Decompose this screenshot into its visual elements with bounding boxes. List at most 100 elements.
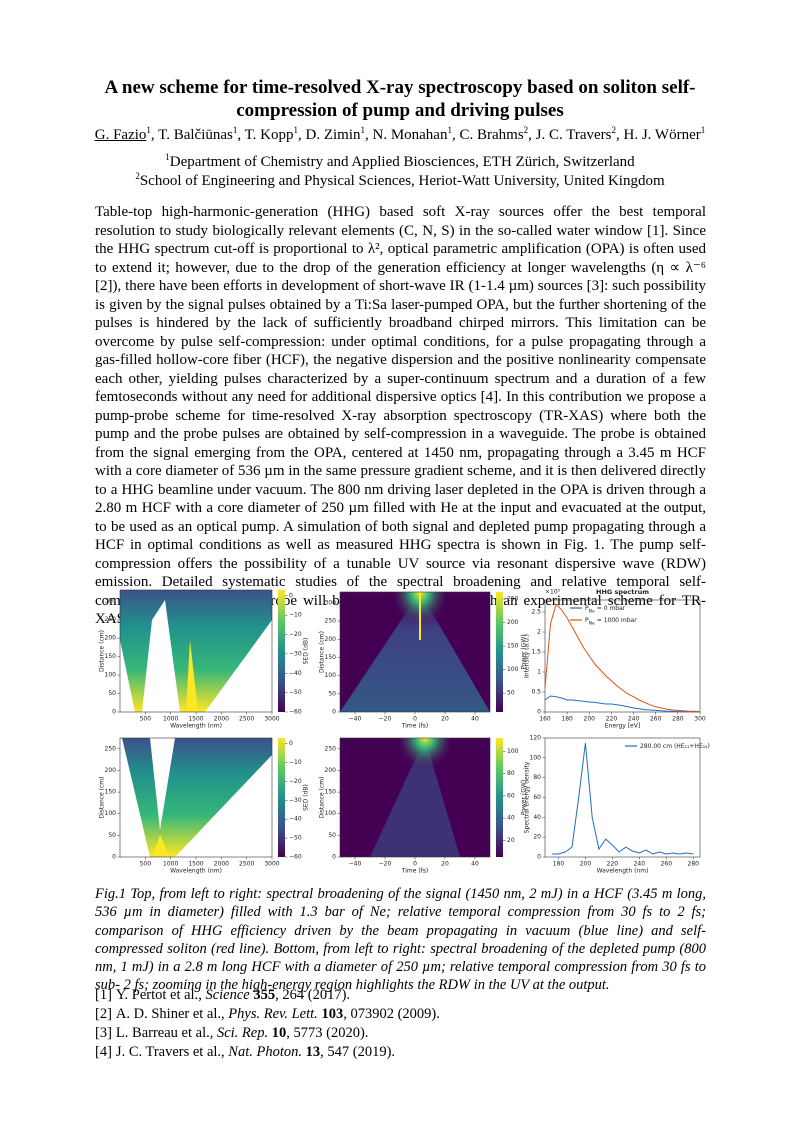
- x-tick-label: 1500: [188, 716, 203, 723]
- reference-authors: Y. Pertot et al.,: [115, 987, 202, 1003]
- affiliation-text: School of Engineering and Physical Scien…: [139, 172, 665, 189]
- y-tick-label: 0: [537, 854, 541, 861]
- author-name: , T. Balčiūnas: [150, 127, 233, 143]
- y-tick-label: 2.5: [531, 609, 541, 616]
- y-tick-label: 40: [533, 814, 541, 821]
- reference-authors: L. Barreau et al.,: [115, 1025, 214, 1041]
- heatmap: [120, 590, 272, 712]
- affiliation-mark: 2: [611, 125, 617, 135]
- legend-name: P: [585, 605, 589, 612]
- x-axis-label: Wavelength (nm): [170, 723, 222, 730]
- x-axis-label: Time (fs): [401, 868, 429, 875]
- y-tick-label: 150: [325, 789, 337, 796]
- legend-name: P: [585, 617, 589, 624]
- x-tick-label: 260: [661, 861, 673, 868]
- reference-rest: , 547 (2019).: [320, 1044, 396, 1060]
- reference-volume: 10: [271, 1025, 287, 1041]
- colorbar-tick-label: −60: [289, 709, 302, 716]
- colorbar: [278, 738, 285, 857]
- y-tick-label: 50: [108, 690, 116, 697]
- colorbar-tick-label: 80: [507, 770, 515, 777]
- colorbar-tick-label: −20: [289, 778, 302, 785]
- reference-rest: , 5773 (2020).: [286, 1025, 369, 1041]
- y-tick-label: 80: [533, 774, 541, 781]
- y-axis-label: Distance (cm): [319, 631, 326, 673]
- x-tick-label: −40: [349, 861, 362, 868]
- x-tick-label: 240: [634, 861, 646, 868]
- reference-journal: Nat. Photon.: [228, 1044, 303, 1060]
- x-tick-label: −40: [349, 716, 362, 723]
- x-tick-label: 200: [584, 716, 596, 723]
- y-tick-label: 60: [533, 794, 541, 801]
- x-tick-label: 260: [650, 716, 662, 723]
- y-tick-label: 200: [325, 767, 337, 774]
- axes-frame: [544, 599, 701, 713]
- y-tick-label: 0: [537, 709, 541, 716]
- data-line: [544, 695, 701, 713]
- x-tick-label: 280: [672, 716, 684, 723]
- y-tick-label: 0: [112, 854, 116, 861]
- y-tick-label: 1.5: [531, 649, 541, 656]
- y-tick-label: 200: [105, 767, 117, 774]
- y-axis-label: Spectral energy density: [524, 761, 531, 833]
- y-tick-label: 120: [530, 735, 542, 742]
- colorbar-tick-label: 60: [507, 792, 515, 799]
- data-line: [544, 602, 701, 713]
- colorbar-tick-label: −30: [289, 797, 302, 804]
- reference-label: [1]: [95, 987, 112, 1003]
- figure-caption: Fig.1 Top, from left to right: spectral …: [95, 886, 706, 994]
- x-tick-label: 40: [471, 716, 479, 723]
- x-axis-label: Energy [eV]: [605, 723, 640, 730]
- colorbar-tick-label: 50: [507, 690, 515, 697]
- data-line: [551, 742, 694, 855]
- colorbar-tick-label: 100: [507, 666, 519, 673]
- x-tick-label: 2000: [214, 716, 229, 723]
- y-tick-label: 300: [105, 598, 117, 605]
- colorbar-tick-label: 0: [289, 740, 293, 747]
- x-tick-label: 500: [140, 716, 152, 723]
- x-tick-label: 3000: [264, 861, 279, 868]
- x-tick-label: 1000: [163, 716, 178, 723]
- y-offset-text: ×10⁵: [545, 589, 561, 596]
- legend-label: PNe = 0 mbar: [585, 605, 626, 615]
- reference-label: [3]: [95, 1025, 112, 1041]
- author-name: , N. Monahan: [364, 127, 448, 143]
- authors: G. Fazio1, T. Balčiūnas1, T. Kopp1, D. Z…: [60, 125, 740, 144]
- colorbar-tick-label: −50: [289, 835, 302, 842]
- panel-title: HHG spectrum: [596, 588, 649, 596]
- y-tick-label: 20: [533, 834, 541, 841]
- reference-journal: Phys. Rev. Lett.: [228, 1006, 318, 1022]
- heatmap: [340, 592, 490, 712]
- y-tick-label: 0.5: [531, 689, 541, 696]
- affiliations: 1Department of Chemistry and Applied Bio…: [60, 153, 740, 190]
- author-name: , J. C. Travers: [528, 127, 612, 143]
- x-tick-label: 2000: [214, 861, 229, 868]
- heatmap: [122, 738, 272, 857]
- y-tick-label: 0: [332, 709, 336, 716]
- y-tick-label: 100: [105, 810, 117, 817]
- y-axis-label: Distance (cm): [99, 777, 106, 819]
- reference-label: [4]: [95, 1044, 112, 1060]
- y-tick-label: 50: [328, 832, 336, 839]
- x-tick-label: 180: [553, 861, 565, 868]
- x-tick-label: 220: [606, 716, 618, 723]
- reference-rest: , 073902 (2009).: [343, 1006, 440, 1022]
- x-tick-label: 40: [471, 861, 479, 868]
- reference: [4] J. C. Travers et al., Nat. Photon. 13…: [95, 1043, 706, 1062]
- y-tick-label: 50: [328, 690, 336, 697]
- x-tick-label: 200: [580, 861, 592, 868]
- legend-label: PNe = 1000 mbar: [585, 617, 637, 627]
- colorbar-tick-label: −10: [289, 612, 302, 619]
- author-name: G. Fazio: [94, 127, 147, 143]
- reference-volume: 103: [321, 1006, 344, 1022]
- x-tick-label: 20: [441, 716, 449, 723]
- reference-authors: A. D. Shiner et al.,: [115, 1006, 225, 1022]
- y-tick-label: 150: [105, 653, 117, 660]
- reference: [3] L. Barreau et al., Sci. Rep. 10, 5773…: [95, 1024, 706, 1043]
- figure: 500 1000 1500 2000 2500 300005010015020025030…: [99, 588, 710, 875]
- colorbar-tick-label: −30: [289, 650, 302, 657]
- y-tick-label: 50: [108, 832, 116, 839]
- colorbar-tick-label: 0: [289, 592, 293, 599]
- colorbar-label: Power (GW): [521, 634, 528, 669]
- colorbar-tick-label: −10: [289, 759, 302, 766]
